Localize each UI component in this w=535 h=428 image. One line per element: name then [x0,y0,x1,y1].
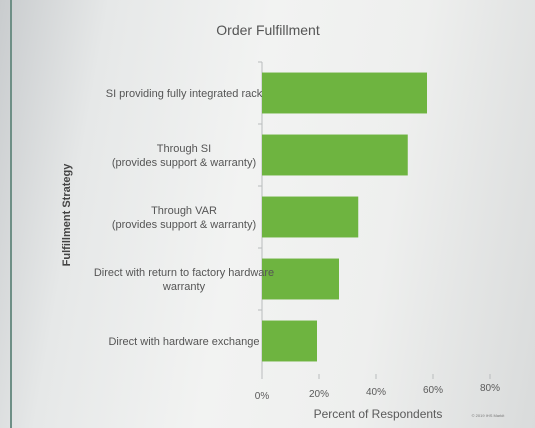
category-label-3-line-2: (provides support & warranty) [112,219,256,231]
x-tick-label: 80% [480,383,500,394]
x-tick-label: 40% [366,387,386,398]
bar-3 [262,196,359,238]
category-label-2-line-2: (provides support & warranty) [112,157,256,169]
category-label-4-line-2: warranty [162,281,206,293]
category-label-1-line-1: SI providing fully integrated rack [106,88,263,100]
category-label-2-line-1: Through SI [157,143,211,155]
bar-4 [262,258,339,300]
y-axis-title: Fulfillment Strategy [61,163,73,267]
x-axis-title: Percent of Respondents [314,407,443,421]
category-label-5-line-1: Direct with hardware exchange [108,336,259,348]
x-tick-label: 20% [309,389,329,400]
screen-frame-edge [10,0,12,428]
x-tick-label: 0% [255,391,270,402]
bar-2 [262,134,408,176]
bar-5 [262,320,317,362]
bar-1 [262,72,427,114]
x-tick-label: 60% [423,385,443,396]
category-label-4-line-1: Direct with return to factory hardware [94,267,274,279]
copyright-note: © 2019 IHS Markit [472,413,506,418]
chart-title: Order Fulfillment [216,22,320,38]
category-label-3-line-1: Through VAR [151,205,217,217]
